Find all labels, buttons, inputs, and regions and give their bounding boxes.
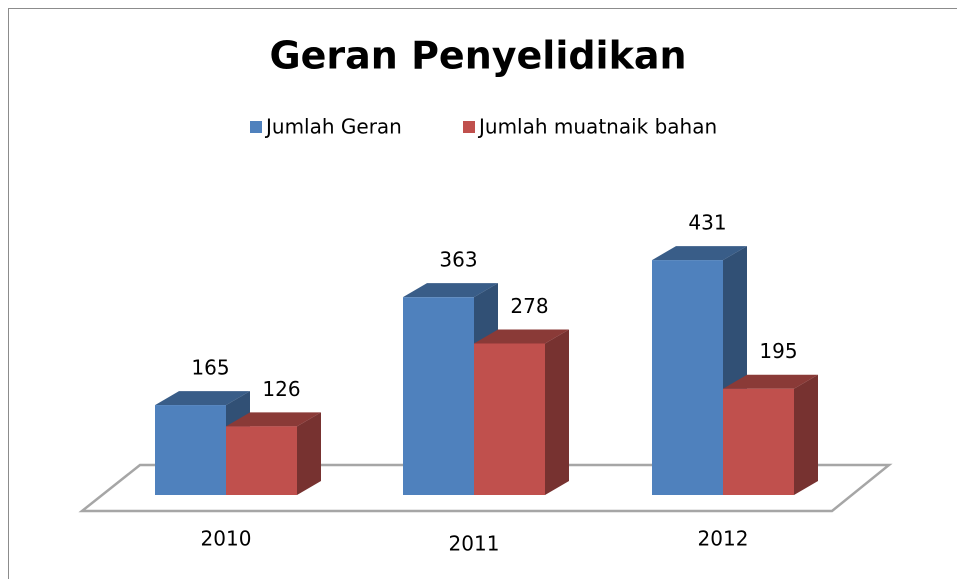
data-label: 278 <box>510 294 548 318</box>
bar-top <box>403 283 498 298</box>
legend-label: Jumlah muatnaik bahan <box>477 115 717 139</box>
bar-top <box>474 329 569 344</box>
data-label: 195 <box>759 339 797 363</box>
data-label: 165 <box>191 356 229 380</box>
bar-side <box>297 412 321 495</box>
bar-top <box>155 391 250 406</box>
bar-side <box>794 374 818 495</box>
data-label: 431 <box>688 211 726 235</box>
data-label: 126 <box>262 377 300 401</box>
chart-title: Geran Penyelidikan <box>269 34 686 78</box>
bar-front <box>403 297 474 495</box>
bar <box>474 329 569 495</box>
x-tick-label: 2012 <box>698 527 749 551</box>
legend-swatch <box>463 121 475 133</box>
x-tick-label: 2010 <box>201 527 252 551</box>
bar-front <box>474 343 545 495</box>
bar-top <box>723 374 818 389</box>
bar-front <box>723 388 794 495</box>
bar-side <box>545 329 569 495</box>
bar <box>226 412 321 495</box>
bar-front <box>226 426 297 495</box>
bar-front <box>652 260 723 495</box>
bar-top <box>652 246 747 261</box>
legend-label: Jumlah Geran <box>264 115 402 139</box>
x-tick-label: 2011 <box>449 532 500 556</box>
bar-front <box>155 405 226 495</box>
bar <box>723 374 818 495</box>
bar <box>652 246 747 495</box>
data-label: 363 <box>439 248 477 272</box>
legend-swatch <box>250 121 262 133</box>
bar-top <box>226 412 321 427</box>
